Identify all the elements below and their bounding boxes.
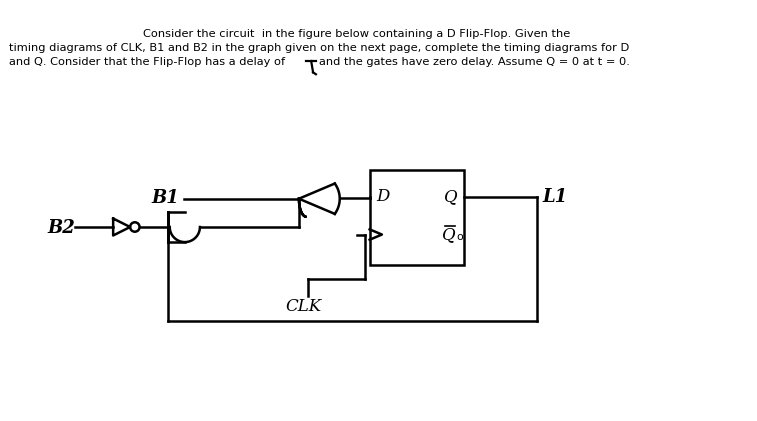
Circle shape bbox=[130, 222, 139, 232]
Text: Q: Q bbox=[442, 226, 456, 243]
Text: L1: L1 bbox=[542, 188, 567, 206]
Text: Consider the circuit  in the figure below containing a D Flip-Flop. Given the: Consider the circuit in the figure below… bbox=[143, 29, 570, 39]
Text: and Q. Consider that the Flip-Flop has a delay of: and Q. Consider that the Flip-Flop has a… bbox=[9, 57, 285, 67]
Text: timing diagrams of CLK, B1 and B2 in the graph given on the next page, complete : timing diagrams of CLK, B1 and B2 in the… bbox=[9, 43, 630, 53]
Text: Q: Q bbox=[444, 188, 457, 205]
Text: D: D bbox=[376, 188, 390, 205]
Text: B2: B2 bbox=[48, 219, 76, 237]
Text: and the gates have zero delay. Assume Q = 0 at t = 0.: and the gates have zero delay. Assume Q … bbox=[319, 57, 630, 67]
Text: o: o bbox=[456, 232, 463, 242]
Text: B1: B1 bbox=[151, 189, 179, 207]
Text: CLK: CLK bbox=[285, 298, 322, 315]
Bar bbox=[369, 171, 464, 265]
